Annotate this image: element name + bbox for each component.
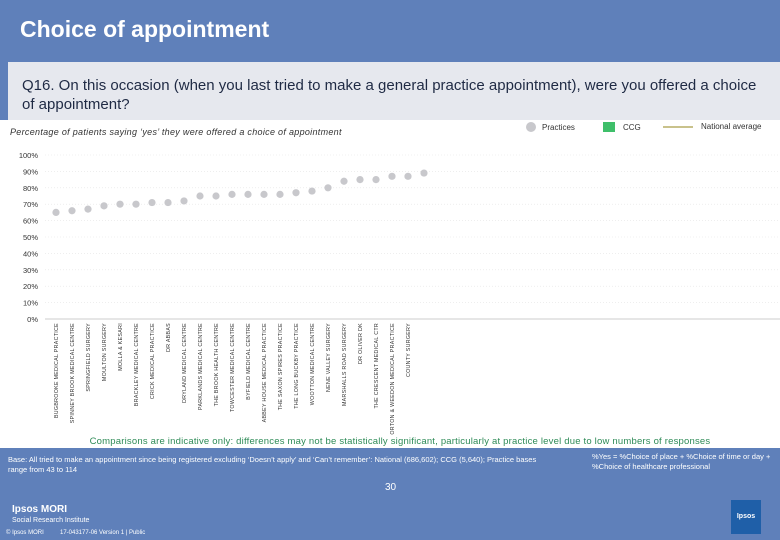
practice-point — [84, 205, 92, 213]
practice-point — [372, 176, 380, 184]
title-banner: Choice of appointment — [0, 0, 780, 62]
practice-point — [228, 190, 236, 198]
x-category-label: TOWCESTER MEDICAL CENTRE — [230, 323, 236, 412]
practice-point — [116, 200, 124, 208]
practice-point — [100, 202, 108, 210]
x-category-label: COUNTY SURGERY — [406, 323, 412, 377]
legend-ccg-marker — [603, 122, 615, 132]
legend-national-marker — [663, 125, 693, 128]
x-category-label: WOOTTON MEDICAL CENTRE — [310, 323, 316, 405]
practice-scatter-chart: 100% 90% 80% 70% 60% 50% 40% 30% 20% 10% 0% BUGBROO… — [19, 151, 780, 435]
x-category-label: THE LONG BUCKBY PRACTICE — [294, 323, 300, 409]
y-tick-label: 70% — [23, 200, 38, 209]
y-tick-label: 10% — [23, 299, 38, 308]
practice-point — [276, 190, 284, 198]
practice-point — [404, 172, 412, 180]
practice-point — [420, 169, 428, 177]
base-note: Base: All tried to make an appointment s… — [8, 455, 537, 474]
practice-point — [308, 187, 316, 195]
yes-definition-note: %Yes = %Choice of place + %Choice of tim… — [592, 452, 771, 471]
legend-practices-marker — [526, 122, 536, 132]
y-tick-label: 0% — [27, 315, 38, 324]
practice-point — [148, 198, 156, 207]
x-category-label: SPRINGFIELD SURGERY — [86, 323, 92, 392]
x-category-label: BYFIELD MEDICAL CENTRE — [246, 323, 252, 400]
y-tick-label: 100% — [19, 151, 39, 160]
comparison-note: Comparisons are indicative only: differe… — [89, 436, 711, 447]
x-category-label: SPINNEY BROOK MEDICAL CENTRE — [70, 323, 76, 423]
practice-point — [244, 190, 252, 198]
legend-national-label: National average — [701, 122, 762, 131]
x-category-label: DR ABBAS — [166, 323, 172, 352]
question-text: Q16. On this occasion (when you last tri… — [22, 77, 757, 113]
practice-point — [164, 198, 172, 207]
practice-point — [68, 207, 76, 215]
x-category-label: GREENS NORTON & WEEDON MEDICAL PRACTICE — [390, 323, 396, 435]
copyright-text: © Ipsos MORI — [6, 530, 44, 536]
footer-band — [0, 448, 780, 540]
ipsos-logo: Ipsos — [731, 500, 761, 534]
x-category-label: THE SAXON SPIRES PRACTICE — [278, 323, 284, 410]
x-category-label: PARKLANDS MEDICAL CENTRE — [198, 323, 204, 410]
question-accent-bar — [0, 62, 8, 120]
x-category-label: THE CRESCENT MEDICAL CTR — [374, 323, 380, 408]
y-tick-label: 50% — [23, 233, 38, 242]
x-category-label: THE BROOK HEALTH CENTRE — [214, 323, 220, 406]
practice-point — [292, 189, 300, 197]
practice-point — [180, 197, 188, 205]
y-tick-label: 80% — [23, 184, 38, 193]
x-category-label: DR OLIVER DK — [358, 323, 364, 364]
legend-national: National average — [663, 122, 761, 131]
x-category-label: ABBEY HOUSE MEDICAL PRACTICE — [262, 323, 268, 423]
x-category-label: NENE VALLEY SURGERY — [326, 323, 332, 392]
x-category-label: DRYLAND MEDICAL CENTRE — [182, 323, 188, 403]
x-category-label: CRICK MEDICAL PRACTICE — [150, 323, 156, 399]
x-category-label: MOULTON SURGERY — [102, 323, 108, 381]
legend-practices-label: Practices — [542, 122, 575, 132]
x-category-label: MARSHALLS ROAD SURGERY — [342, 323, 348, 406]
x-category-label: BRACKLEY MEDICAL CENTRE — [134, 323, 140, 406]
legend-practices: Practices — [526, 122, 575, 132]
y-tick-label: 40% — [23, 249, 38, 258]
chart-subtitle: Percentage of patients saying ‘yes’ they… — [10, 127, 342, 137]
y-tick-label: 30% — [23, 266, 38, 275]
y-tick-label: 60% — [23, 217, 38, 226]
practice-point — [388, 172, 396, 180]
x-category-label: MOLLA & KESARI — [118, 323, 124, 371]
x-category-label: BUGBROOKE MEDICAL PRACTICE — [54, 323, 60, 418]
practice-point — [340, 177, 348, 185]
brand-subtitle: Social Research Institute — [12, 517, 90, 524]
question-panel: Q16. On this occasion (when you last tri… — [0, 62, 780, 120]
practice-point — [324, 184, 332, 192]
brand-name: Ipsos MORI — [12, 504, 68, 515]
practice-point — [212, 192, 220, 200]
page-number: 30 — [385, 482, 397, 493]
practice-point — [132, 200, 140, 208]
practice-point — [196, 192, 204, 200]
practice-point — [260, 190, 268, 198]
practice-point — [52, 208, 60, 216]
legend-ccg: CCG — [603, 122, 641, 132]
job-number: 17-043177-06 Version 1 | Public — [60, 530, 146, 536]
page-title: Choice of appointment — [20, 16, 270, 42]
practice-point — [356, 176, 364, 184]
y-tick-label: 20% — [23, 282, 38, 291]
legend-ccg-label: CCG — [623, 122, 641, 132]
y-tick-label: 90% — [23, 167, 38, 176]
